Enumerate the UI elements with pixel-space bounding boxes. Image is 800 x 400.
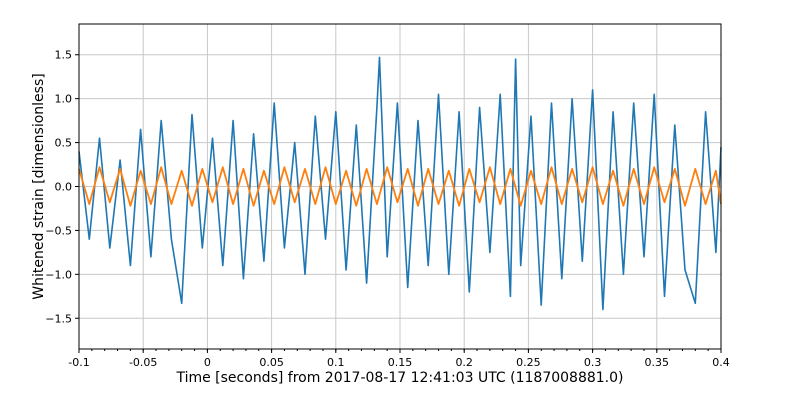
x-tick-label: 0.4 xyxy=(712,356,730,369)
series-line-1 xyxy=(78,56,722,311)
y-tick-label: −1.5 xyxy=(45,312,72,325)
y-axis-ticks: −1.5 −1.0 −0.5 0.0 0.5 1.0 1.5 xyxy=(45,49,79,325)
x-tick-label: 0 xyxy=(204,356,211,369)
x-tick-label: 0.1 xyxy=(327,356,345,369)
y-tick-label: 0.5 xyxy=(55,137,73,150)
y-tick-label: 1.5 xyxy=(55,49,73,62)
y-tick-label: −1.0 xyxy=(45,268,72,281)
x-tick-label: 0.2 xyxy=(455,356,473,369)
x-tick-label: 0.25 xyxy=(516,356,541,369)
series-line-2 xyxy=(78,166,722,207)
x-tick-label: 0.05 xyxy=(259,356,284,369)
x-tick-label: 0.3 xyxy=(584,356,602,369)
x-tick-label: -0.1 xyxy=(68,356,89,369)
y-tick-label: −0.5 xyxy=(45,224,72,237)
x-tick-label: 0.15 xyxy=(388,356,413,369)
x-tick-label: 0.35 xyxy=(645,356,670,369)
x-axis-label: Time [seconds] from 2017-08-17 12:41:03 … xyxy=(175,370,623,386)
x-tick-label: -0.05 xyxy=(129,356,157,369)
x-axis-ticks: -0.1 -0.05 0 0.05 0.1 0.15 0.2 0.25 0.3 0.35 0.4 xyxy=(68,349,730,369)
y-axis-label: Whitened strain [dimensionless] xyxy=(31,73,47,299)
series-layer xyxy=(78,56,722,311)
y-tick-label: 1.0 xyxy=(55,93,73,106)
y-tick-label: 0.0 xyxy=(55,181,73,194)
